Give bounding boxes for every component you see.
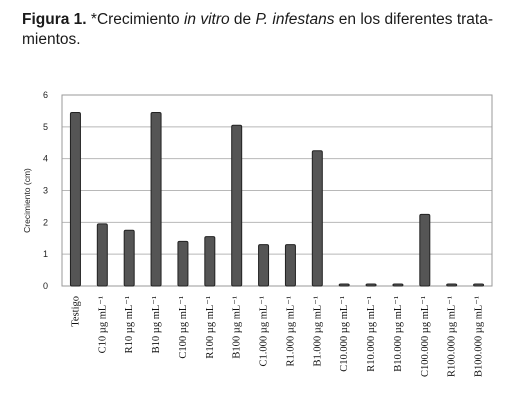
x-category-label: B100 µg mL⁻¹ — [232, 296, 243, 359]
bar — [69, 112, 81, 287]
caption-italic-1: in vitro — [183, 11, 230, 28]
bar — [311, 150, 323, 287]
y-axis-label: Crecimiento (cm) — [22, 168, 32, 233]
bar — [446, 283, 458, 287]
bar — [473, 283, 485, 287]
x-category-label: C1.000 µg mL⁻¹ — [259, 296, 270, 366]
x-category-label: R10 µg mL⁻¹ — [124, 296, 135, 353]
x-category-label: R1.000 µg mL⁻¹ — [285, 296, 296, 366]
bar — [231, 124, 243, 287]
x-category-label: R100 µg mL⁻¹ — [205, 296, 216, 359]
y-tick-label: 1 — [43, 249, 48, 259]
figure-caption: Figura 1. *Crecimiento in vitro de P. in… — [22, 10, 502, 50]
x-category-label: R100.000 µg mL⁻¹ — [447, 296, 458, 377]
x-category-label: R10.000 µg mL⁻¹ — [366, 296, 377, 372]
bar — [392, 283, 404, 287]
plot-frame — [61, 94, 493, 287]
caption-text-2: de — [229, 11, 256, 28]
bars — [69, 112, 485, 287]
x-category-label: B100.000 µg mL⁻¹ — [474, 296, 485, 377]
y-tick-label: 3 — [43, 186, 48, 196]
x-category-label: C10 µg mL⁻¹ — [97, 296, 108, 353]
x-category-label: B10 µg mL⁻¹ — [151, 296, 162, 353]
x-category-label: Testigo — [70, 296, 81, 327]
x-axis-categories: Testigo C10 µg mL⁻¹ R10 µg mL⁻¹ B10 µg mL⁻¹… — [70, 296, 484, 377]
bar — [284, 244, 296, 287]
y-tick-label: 4 — [43, 154, 48, 164]
y-tick-label: 2 — [43, 217, 48, 227]
bar — [177, 240, 189, 287]
y-axis-ticks: 0 1 2 3 4 5 6 — [43, 90, 48, 291]
x-category-label: B1.000 µg mL⁻¹ — [312, 296, 323, 366]
bar — [419, 213, 431, 287]
bar — [338, 283, 350, 287]
x-category-label: C10.000 µg mL⁻¹ — [339, 296, 350, 372]
x-category-label: C100 µg mL⁻¹ — [178, 296, 189, 359]
y-tick-label: 5 — [43, 122, 48, 132]
bar — [123, 229, 135, 287]
bar — [150, 112, 162, 287]
caption-text-1: *Crecimiento — [86, 11, 184, 28]
y-tick-label: 6 — [43, 90, 48, 100]
x-category-label: C100.000 µg mL⁻¹ — [420, 296, 431, 377]
bar — [258, 244, 270, 287]
caption-text-3: en los diferentes trata- — [334, 11, 493, 28]
caption-italic-2: P. infestans — [255, 11, 335, 28]
x-category-label: B10.000 µg mL⁻¹ — [393, 296, 404, 372]
caption-text-4: mientos. — [22, 31, 81, 48]
bar — [365, 283, 377, 287]
y-tick-label: 0 — [43, 281, 48, 291]
bar — [204, 236, 216, 287]
figure-label: Figura 1. — [22, 11, 87, 28]
bar — [96, 223, 108, 287]
